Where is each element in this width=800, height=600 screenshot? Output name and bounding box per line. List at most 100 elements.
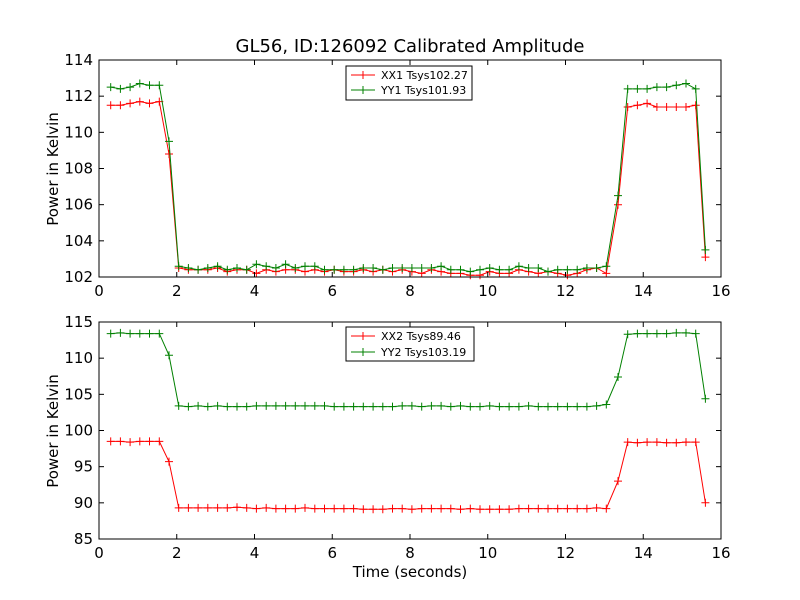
x-tick-label-top: 10 xyxy=(478,282,497,300)
data-point-yy2 xyxy=(582,402,591,411)
data-point-xx2 xyxy=(281,504,290,513)
data-point-yy1 xyxy=(213,262,222,271)
x-tick-label-bottom: 2 xyxy=(172,544,182,562)
data-point-yy1 xyxy=(359,264,368,272)
data-point-yy1 xyxy=(262,262,271,271)
y-tick-label-bottom: 95 xyxy=(74,458,93,476)
x-tick-label-top: 16 xyxy=(711,282,730,300)
data-point-xx2 xyxy=(184,503,193,512)
legend-box xyxy=(345,65,473,101)
data-point-xx2 xyxy=(359,505,368,514)
data-point-yy2 xyxy=(242,402,251,411)
data-point-yy2 xyxy=(223,402,232,411)
data-point-xx1 xyxy=(116,101,125,110)
x-tick-label-bottom: 4 xyxy=(250,544,260,562)
data-point-yy1 xyxy=(233,264,241,272)
data-point-yy2 xyxy=(563,402,572,411)
data-point-yy1 xyxy=(398,264,407,272)
axes-frame-bottom xyxy=(98,321,722,540)
data-point-yy1 xyxy=(602,262,611,271)
x-tick-label-top: 12 xyxy=(556,282,575,300)
data-point-yy2 xyxy=(262,401,271,410)
data-point-yy2 xyxy=(271,401,280,410)
data-point-xx2 xyxy=(194,503,203,512)
data-point-yy1 xyxy=(623,84,632,93)
data-point-xx2 xyxy=(592,503,601,512)
data-point-yy1 xyxy=(369,264,378,272)
data-point-yy2 xyxy=(369,402,378,411)
x-tick-label-bottom: 16 xyxy=(711,544,730,562)
data-point-yy1 xyxy=(291,264,300,272)
data-point-yy2 xyxy=(672,328,681,337)
data-point-yy1 xyxy=(446,265,455,274)
data-point-xx1 xyxy=(662,103,671,111)
data-point-yy2 xyxy=(485,401,494,410)
data-point-xx2 xyxy=(369,505,378,514)
data-point-yy1 xyxy=(339,265,348,274)
legend-marker-yy2 xyxy=(359,348,367,356)
y-tick-label-top: 102 xyxy=(64,268,93,286)
plot-area-bottom: 0 2 4 6 8 10 12 14 16 85 90 95 100 105 110 115 xyxy=(64,313,730,562)
x-tick-label-top: 8 xyxy=(405,282,415,300)
data-point-xx2 xyxy=(330,504,339,513)
data-point-xx2 xyxy=(301,503,309,512)
x-tick-label-bottom: 6 xyxy=(327,544,337,562)
data-point-yy1 xyxy=(271,264,280,272)
data-point-yy1 xyxy=(242,265,251,274)
data-point-xx2 xyxy=(262,503,271,512)
data-point-yy2 xyxy=(310,401,319,410)
data-point-yy2 xyxy=(291,401,300,410)
data-point-xx2 xyxy=(291,504,300,513)
data-point-yy2 xyxy=(213,401,222,410)
data-point-yy1 xyxy=(592,264,601,272)
data-point-xx2 xyxy=(544,504,552,513)
data-point-yy1 xyxy=(310,262,319,271)
y-tick-label-top: 104 xyxy=(64,232,93,250)
data-point-xx2 xyxy=(174,503,183,512)
data-point-xx2 xyxy=(213,503,222,512)
data-point-yy1 xyxy=(466,267,475,276)
data-point-yy2 xyxy=(623,330,632,339)
data-point-yy2 xyxy=(514,402,523,411)
data-point-yy2 xyxy=(145,329,154,338)
data-point-xx2 xyxy=(682,438,690,447)
data-point-yy2 xyxy=(330,402,339,411)
data-point-xx1 xyxy=(165,150,173,158)
chart-top: GL56, ID:126092 Calibrated Amplitude Pow… xyxy=(44,36,731,300)
legend-marker-yy1 xyxy=(359,86,367,94)
data-point-yy2 xyxy=(544,402,552,411)
data-point-xx1 xyxy=(682,103,690,111)
y-tick-label-top: 112 xyxy=(64,87,93,105)
chart-title: GL56, ID:126092 Calibrated Amplitude xyxy=(236,36,585,57)
data-point-yy2 xyxy=(602,400,611,409)
data-point-xx1 xyxy=(672,103,681,111)
data-point-yy1 xyxy=(514,262,523,271)
data-point-yy1 xyxy=(126,83,135,92)
x-tick-label-bottom: 10 xyxy=(478,544,497,562)
data-point-yy1 xyxy=(417,264,426,272)
axes-frame-top xyxy=(98,59,722,278)
data-point-yy2 xyxy=(592,401,601,410)
data-point-xx1 xyxy=(106,101,115,110)
data-point-xx2 xyxy=(485,505,494,514)
data-point-yy2 xyxy=(349,402,358,411)
data-point-yy1 xyxy=(573,265,582,274)
data-point-xx1 xyxy=(633,101,642,110)
y-tick-label-bottom: 110 xyxy=(64,349,93,367)
data-point-yy1 xyxy=(203,264,212,272)
data-point-yy2 xyxy=(662,329,671,338)
legend-label-yy1: YY1 Tsys101.93 xyxy=(380,84,466,97)
data-point-xx2 xyxy=(446,504,455,513)
data-point-yy2 xyxy=(135,329,144,338)
y-tick-label-top: 110 xyxy=(64,123,93,141)
data-point-yy1 xyxy=(582,264,591,272)
data-point-yy2 xyxy=(652,329,661,338)
data-point-yy2 xyxy=(339,402,348,411)
y-tick-label-top: 114 xyxy=(64,51,93,69)
y-axis-label-top: Power in Kelvin xyxy=(44,112,62,226)
data-point-yy1 xyxy=(330,265,339,274)
data-point-yy1 xyxy=(135,79,144,88)
data-point-xx2 xyxy=(602,504,611,513)
data-point-yy2 xyxy=(165,351,173,360)
data-point-xx2 xyxy=(582,504,591,513)
